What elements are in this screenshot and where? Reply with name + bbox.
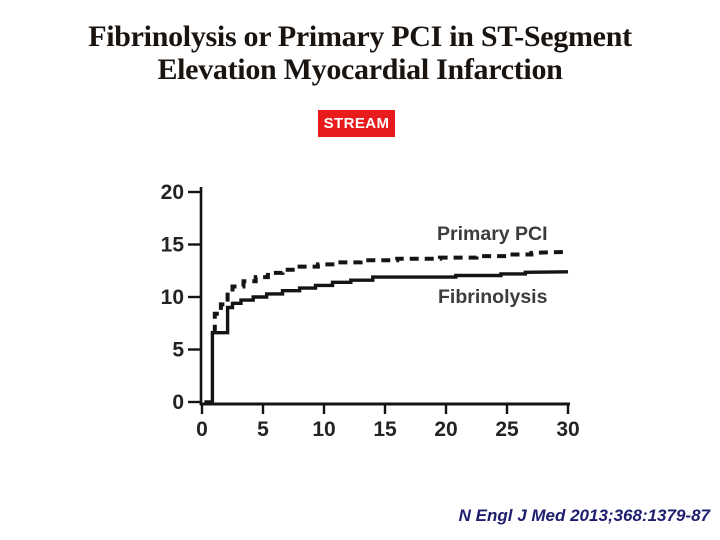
page-title: Fibrinolysis or Primary PCI in ST-Segmen… [0, 20, 720, 86]
series-label-fibrinolysis: Fibrinolysis [438, 286, 548, 308]
y-tick-label: 15 [161, 234, 185, 257]
x-tick-label: 10 [312, 418, 335, 441]
series-primary-pci [212, 249, 569, 334]
y-tick-label: 10 [161, 286, 184, 309]
stream-badge: STREAM [318, 110, 395, 137]
x-tick-label: 15 [373, 418, 397, 441]
citation: N Engl J Med 2013;368:1379-87 [458, 506, 710, 525]
y-tick-label: 0 [172, 391, 184, 414]
y-tick-label: 20 [161, 181, 184, 204]
y-tick-label: 5 [172, 339, 184, 362]
x-tick-label: 20 [434, 418, 457, 441]
x-tick-label: 5 [257, 418, 269, 441]
title-line2: Elevation Myocardial Infarction [157, 53, 563, 86]
title-line1: Fibrinolysis or Primary PCI in ST-Segmen… [88, 20, 632, 53]
x-tick-label: 30 [556, 418, 579, 441]
series-label-primary-pci: Primary PCI [437, 223, 548, 245]
x-tick-label: 25 [495, 418, 519, 441]
x-tick-label: 0 [196, 418, 208, 441]
series-fibrinolysis [204, 270, 569, 404]
